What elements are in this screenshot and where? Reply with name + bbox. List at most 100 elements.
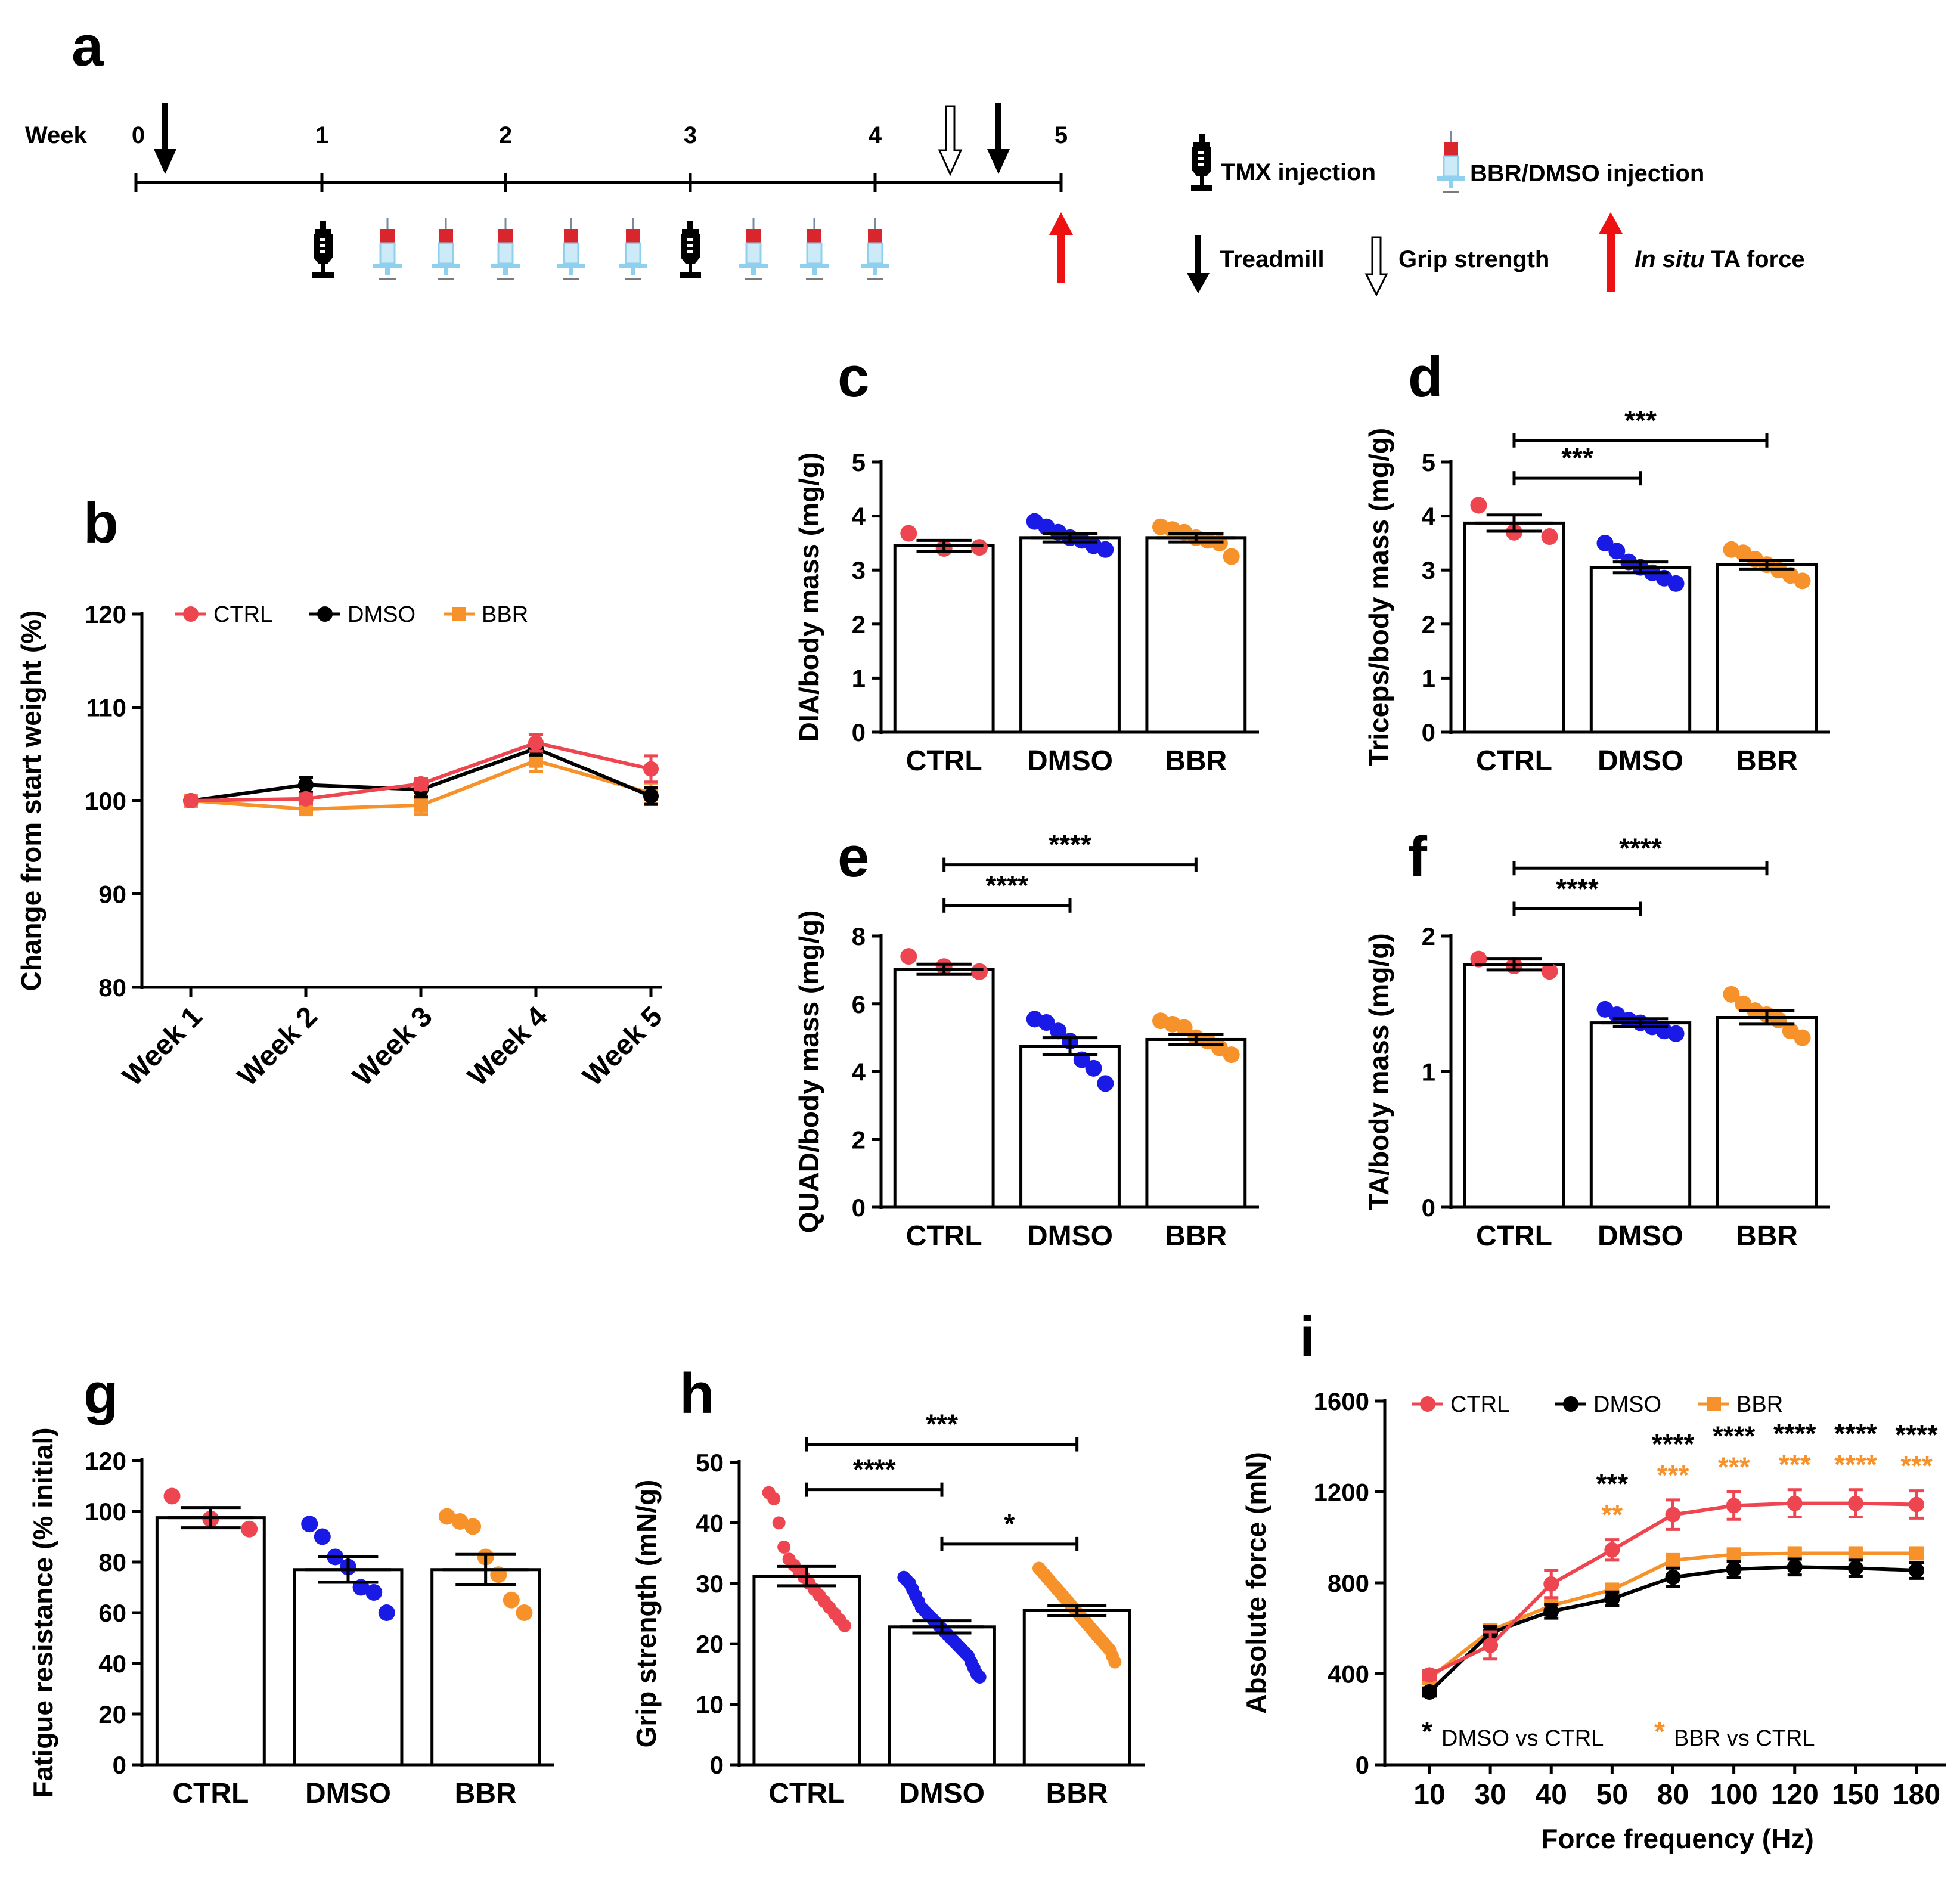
x-category-label: Week 5 [577,1000,669,1092]
legend-label-ctrl: CTRL [213,602,272,627]
y-tick-label: 2 [1422,922,1435,950]
footnote-star-dmso: * [1422,1716,1432,1747]
week-0-label: 0 [132,122,145,148]
panel-d-chart: 0 1 2 3 4 5 Triceps/body mass (mg/g) CTRL DMSO BB… [1363,405,1830,777]
x-category-label: BBR [1046,1778,1108,1809]
marker-ctrl [1665,1507,1681,1523]
marker-dmso [1543,1603,1559,1619]
y-tick-label: 0 [1422,1194,1435,1222]
data-point-dmso [973,1670,987,1684]
bar-bbr [1145,1037,1247,1209]
y-axis-label: DIA/body mass (mg/g) [793,453,824,742]
bar-bbr [1022,1609,1131,1767]
data-point-bbr [464,1518,482,1535]
marker-dmso [1847,1560,1863,1576]
bar-ctrl [1463,521,1565,734]
marker-ctrl [528,735,544,751]
y-tick-label: 1200 [1314,1479,1369,1507]
marker-ctrl [1909,1496,1924,1513]
footnote-dmso-label: DMSO vs CTRL [1441,1726,1604,1751]
data-point-bbr [1723,986,1740,1003]
bar-dmso [293,1568,404,1767]
x-category-label: BBR [1736,1220,1798,1252]
y-tick-label: 0 [852,718,866,746]
week-4-label: 4 [869,122,882,148]
grip-legend-label: Grip strength [1398,246,1549,272]
x-category-label: DMSO [1598,745,1683,777]
y-tick-label: 1 [1422,664,1435,692]
in-situ-arrow-icon [1049,212,1073,283]
bar-dmso [1019,1045,1121,1209]
panel-e-label: e [838,825,869,889]
bar-dmso [888,1625,996,1767]
week-1-label: 1 [315,122,328,148]
bar-dmso [1019,536,1121,734]
treadmill-legend-label: Treadmill [1220,246,1325,272]
significance-label: **** [1049,829,1091,860]
x-category-label: CTRL [768,1778,845,1809]
x-category-label: DMSO [1027,1220,1113,1252]
marker-ctrl [1787,1495,1803,1511]
data-point-ctrl [777,1540,791,1554]
y-axis-label: TA/body mass (mg/g) [1363,933,1394,1210]
marker-bbr [452,607,466,621]
significance-bbr-label: *** [1900,1451,1933,1482]
marker-dmso [1665,1569,1681,1585]
y-tick-label: 120 [85,600,126,628]
y-tick-label: 40 [696,1509,724,1537]
y-tick-label: 110 [86,694,126,722]
x-axis-label: Force frequency (Hz) [1541,1823,1814,1854]
significance-label: **** [853,1454,896,1485]
y-tick-label: 1600 [1314,1387,1369,1415]
legend-label-dmso: DMSO [1593,1392,1661,1417]
treadmill-arrow-icon [987,103,1010,174]
y-tick-label: 100 [85,787,126,815]
y-axis-label: Grip strength (mN/g) [631,1480,662,1748]
y-tick-label: 20 [98,1700,126,1728]
data-point-dmso [1097,541,1114,558]
x-category-label: Week 4 [462,1000,554,1092]
marker-dmso [643,788,659,804]
y-tick-label: 100 [85,1498,126,1526]
y-tick-label: 120 [85,1447,126,1475]
y-tick-label: 0 [1422,718,1435,746]
data-point-bbr [438,1508,455,1525]
y-axis-label: Triceps/body mass (mg/g) [1363,428,1394,766]
footnote-bbr-label: BBR vs CTRL [1674,1726,1815,1751]
y-tick-label: 4 [1422,503,1436,531]
panel-g-chart: 0 20 40 60 80 100 120 Fatigue resistance (% ini… [27,1427,554,1809]
significance-dmso-label: **** [1713,1421,1756,1452]
y-tick-label: 3 [1422,556,1435,584]
y-axis-label: Change from start weight (%) [15,610,46,991]
data-point-ctrl [767,1492,781,1505]
data-point-dmso [314,1528,331,1545]
data-point-bbr [1794,572,1811,590]
y-tick-label: 2 [852,610,866,639]
data-point-bbr [1223,1046,1240,1064]
bbr-dmso-syringe-icon [738,217,769,281]
data-point-ctrl [971,539,988,556]
y-axis-label: QUAD/body mass (mg/g) [793,910,824,1234]
y-axis-label: Fatigue resistance (% initial) [27,1427,58,1798]
x-category-label: CTRL [1476,1220,1552,1252]
marker-ctrl [413,776,429,792]
y-tick-label: 20 [696,1630,724,1658]
panel-i-chart: 0 400 800 1200 1600 Absolute force (mN) 10 30 40… [1240,1387,1946,1854]
bar-bbr [1145,536,1247,734]
x-category-label: 40 [1536,1779,1567,1811]
legend-label-ctrl: CTRL [1450,1392,1509,1417]
y-tick-label: 2 [852,1126,866,1154]
bbr-dmso-legend-icon [1435,130,1466,194]
y-tick-label: 4 [852,1058,866,1086]
panel-h-label: h [680,1362,715,1425]
treadmill-legend-icon [1187,235,1210,293]
x-category-label: 10 [1413,1779,1445,1811]
bbr-dmso-syringe-icon [618,217,649,281]
x-category-label: CTRL [906,745,982,777]
significance-label: *** [926,1409,958,1440]
marker-dmso [1726,1561,1742,1578]
panel-c-chart: 0 1 2 3 4 5 DIA/body mass (mg/g) CTRL DMSO BBR [793,448,1259,777]
y-tick-label: 0 [113,1751,126,1779]
bbr-dmso-syringe-icon [372,217,403,281]
